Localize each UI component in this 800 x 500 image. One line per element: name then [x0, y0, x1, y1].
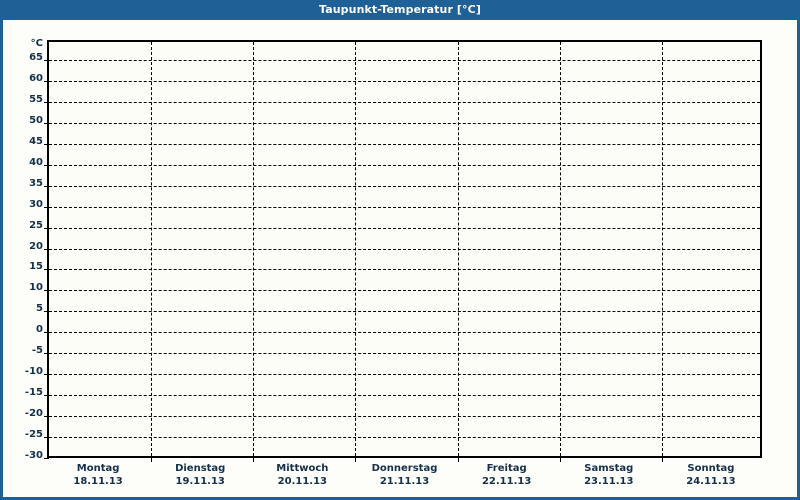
x-axis-day-date: 18.11.13 — [73, 476, 123, 487]
gridline-horizontal — [49, 416, 760, 418]
y-axis-tick — [44, 143, 49, 145]
gridline-horizontal — [49, 269, 760, 271]
gridline-vertical — [457, 42, 459, 456]
x-axis-day-name: Montag — [76, 463, 120, 474]
y-axis-tick-label: -20 — [24, 408, 43, 420]
gridline-vertical — [661, 42, 663, 456]
y-axis-tick — [44, 122, 49, 124]
y-axis-tick-label: 65 — [29, 52, 43, 63]
y-axis-tick-label: 15 — [29, 261, 43, 273]
gridline-horizontal — [49, 185, 760, 187]
y-axis-tick — [44, 101, 49, 103]
y-axis-tick — [44, 80, 49, 82]
y-axis-tick — [44, 437, 49, 439]
x-axis-day-group: Mittwoch 20.11.13 — [251, 462, 353, 489]
gridline-horizontal — [49, 122, 760, 124]
gridline-horizontal — [49, 164, 760, 166]
gridline-horizontal — [49, 227, 760, 229]
x-axis-day-group: Freitag 22.11.13 — [456, 462, 558, 489]
gridline-horizontal — [49, 290, 760, 292]
gridline-horizontal — [49, 60, 760, 61]
y-axis-tick-label: -30 — [24, 450, 43, 461]
x-axis-day-date: 20.11.13 — [277, 476, 328, 487]
y-axis-tick-label: 45 — [29, 135, 43, 147]
gridline-horizontal — [49, 80, 760, 82]
y-axis-tick — [44, 416, 49, 418]
y-axis-tick — [44, 458, 49, 459]
x-axis-tick — [661, 456, 663, 462]
y-axis-tick — [44, 311, 49, 313]
y-axis-tick-label: -10 — [24, 366, 43, 378]
y-axis-tick-label: -15 — [24, 387, 43, 399]
y-axis-tick — [44, 60, 49, 61]
gridline-horizontal — [49, 206, 760, 208]
x-axis-day-date: 24.11.13 — [686, 476, 736, 487]
gridline-horizontal — [49, 374, 760, 376]
chart-figure: °C 65 60 55 50 45 40 35 30 25 20 15 10 5 0 -5 -10 -15 -20… — [3, 20, 797, 497]
gridline-vertical — [355, 42, 357, 456]
gridline-horizontal — [49, 437, 760, 439]
window-client-area: °C 65 60 55 50 45 40 35 30 25 20 15 10 5 0 -5 -10 -15 -20… — [3, 20, 797, 497]
y-axis-unit-label: °C — [30, 38, 43, 49]
y-axis-tick-label: 50 — [29, 114, 43, 126]
x-axis-day-group: Sonntag 24.11.13 — [660, 462, 762, 489]
y-axis-tick-label: 40 — [29, 156, 43, 168]
x-axis-tick — [457, 456, 459, 462]
x-axis-tick — [355, 456, 357, 462]
x-axis-tick — [253, 456, 255, 462]
x-axis-day-group: Donnerstag 21.11.13 — [353, 462, 455, 489]
gridline-horizontal — [49, 311, 760, 313]
y-axis-tick — [44, 353, 49, 355]
x-axis-day-date: 23.11.13 — [584, 476, 634, 487]
x-axis-day-date: 22.11.13 — [481, 476, 532, 487]
y-axis-tick — [44, 332, 49, 334]
y-axis-tick — [44, 185, 49, 187]
x-axis-tick — [559, 456, 561, 462]
y-axis-tick-label: -25 — [24, 429, 43, 441]
x-axis-day-date: 21.11.13 — [379, 476, 430, 487]
y-axis-tick-label: 55 — [29, 93, 43, 105]
gridline-vertical — [253, 42, 255, 456]
y-axis-tick — [44, 164, 49, 166]
x-axis-day-name: Samstag — [584, 463, 634, 474]
x-axis-day-group: Montag 18.11.13 — [47, 462, 149, 489]
gridline-horizontal — [49, 143, 760, 145]
y-axis-tick — [44, 374, 49, 376]
y-axis-tick-label: 10 — [29, 282, 43, 294]
gridline-horizontal — [49, 332, 760, 334]
gridline-vertical — [151, 42, 153, 456]
y-axis-tick — [44, 269, 49, 271]
x-axis-day-group: Dienstag 19.11.13 — [149, 462, 251, 489]
x-axis-day-group: Samstag 23.11.13 — [558, 462, 660, 489]
x-axis-day-name: Mittwoch — [276, 463, 329, 474]
y-axis-tick-label: 35 — [29, 177, 43, 189]
x-axis-day-date: 19.11.13 — [175, 476, 225, 487]
y-axis-tick — [44, 248, 49, 250]
x-axis-tick — [151, 456, 153, 462]
y-axis-tick-label: 0 — [36, 324, 43, 336]
y-axis-tick-label: 30 — [29, 198, 43, 210]
gridline-horizontal — [49, 101, 760, 103]
y-axis-tick-label: 60 — [29, 72, 43, 84]
x-axis-day-name: Donnerstag — [371, 463, 438, 474]
y-axis-tick-label: 25 — [29, 219, 43, 231]
gridline-horizontal — [49, 395, 760, 397]
y-axis-tick — [44, 227, 49, 229]
y-axis-tick — [44, 395, 49, 397]
gridline-horizontal — [49, 248, 760, 250]
y-axis-tick-label: 20 — [29, 240, 43, 252]
gridline-horizontal — [49, 353, 760, 355]
y-axis-tick — [44, 290, 49, 292]
y-axis-tick-label: 5 — [36, 303, 43, 315]
window-title: Taupunkt-Temperatur [°C] — [319, 3, 481, 16]
x-axis-day-name: Freitag — [486, 463, 527, 474]
x-axis-day-name: Sonntag — [687, 463, 735, 474]
y-axis-tick-label: -5 — [31, 345, 43, 357]
y-axis-tick — [44, 206, 49, 208]
window-titlebar[interactable]: Taupunkt-Temperatur [°C] — [3, 0, 797, 20]
plot-area — [44, 40, 762, 462]
gridline-vertical — [559, 42, 561, 456]
x-axis-day-name: Dienstag — [175, 463, 226, 474]
